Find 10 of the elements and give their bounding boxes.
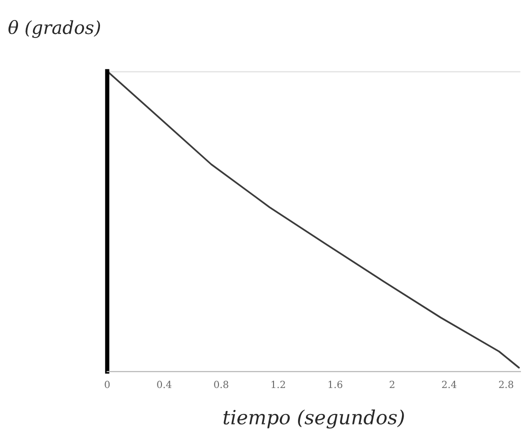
x-tick-label: 1.2	[272, 380, 285, 388]
x-tick-label: 1.6	[328, 380, 342, 388]
x-tick-label: 2.4	[442, 380, 456, 388]
x-tick-label: 2.8	[499, 380, 514, 388]
x-tick-label: 0.8	[214, 380, 228, 388]
x-tick-label: 0.4	[157, 380, 172, 388]
x-tick-label: 0	[104, 380, 110, 388]
y-axis-title: θ (grados)	[8, 20, 100, 38]
x-axis-title: tiempo (segundos)	[224, 409, 404, 429]
x-tick-label: 2	[390, 380, 394, 388]
